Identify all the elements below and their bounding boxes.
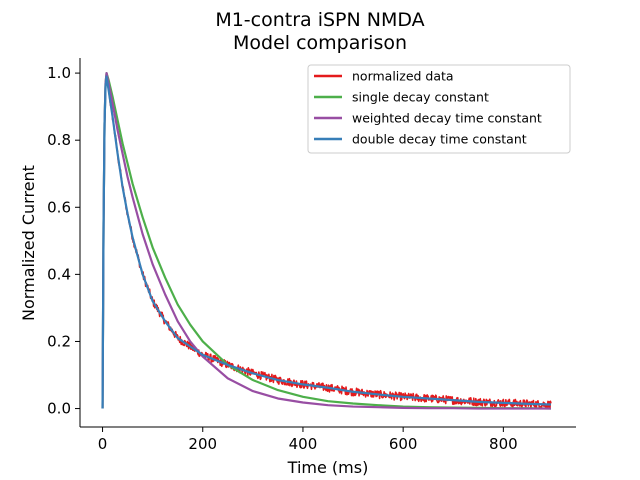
legend-frame — [307, 64, 571, 154]
x-tick-label: 0 — [98, 435, 108, 453]
x-tick-label: 800 — [489, 435, 518, 453]
axes — [79, 58, 576, 428]
x-tick-label: 400 — [289, 435, 318, 453]
x-ticks: 0 200 400 600 800 — [98, 427, 518, 453]
x-tick-label: 600 — [389, 435, 418, 453]
legend: normalized data single decay constant weig… — [307, 64, 571, 154]
x-tick-label: 200 — [188, 435, 217, 453]
y-tick-label: 0.6 — [47, 198, 71, 216]
chart-subtitle: Model comparison — [233, 32, 407, 54]
legend-label: weighted decay time constant — [352, 111, 542, 126]
y-axis-label: Normalized Current — [19, 165, 38, 321]
plot-lines — [101, 71, 552, 410]
y-ticks: 0.0 0.2 0.4 0.6 0.8 1.0 — [47, 64, 80, 418]
y-tick-label: 0.0 — [47, 400, 71, 418]
x-axis-label: Time (ms) — [287, 458, 369, 477]
y-tick-label: 0.2 — [47, 332, 71, 350]
y-tick-label: 0.4 — [47, 265, 71, 283]
legend-label: normalized data — [352, 69, 454, 84]
legend-label: single decay constant — [352, 90, 489, 105]
series-line-3 — [101, 75, 551, 409]
legend-label: double decay time constant — [352, 132, 527, 147]
y-tick-label: 1.0 — [47, 64, 71, 82]
y-tick-label: 0.8 — [47, 131, 71, 149]
chart-title: M1-contra iSPN NMDA — [215, 9, 424, 31]
